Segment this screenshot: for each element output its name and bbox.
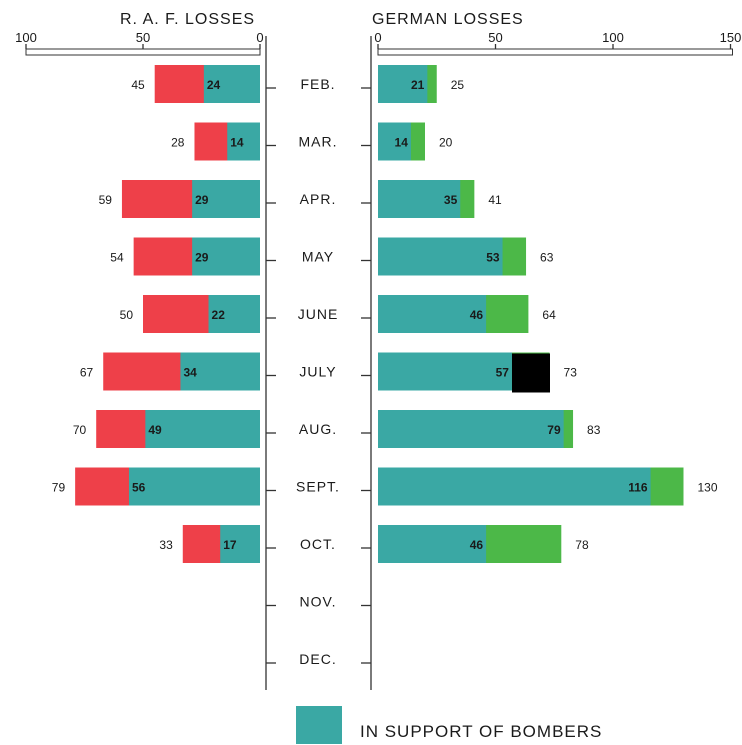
month-label: OCT. [300,536,336,552]
german-support-label: 46 [470,308,484,322]
right-tick-label: 100 [602,30,624,45]
german-support-label: 46 [470,538,484,552]
right-tick-label: 0 [374,30,381,45]
month-label: MAR. [299,134,338,150]
month-label: JUNE [298,306,339,322]
german-support-bar [378,180,461,218]
month-label: AUG. [299,421,337,437]
raf-support-label: 29 [195,251,209,265]
raf-support-bar [192,237,260,276]
raf-total-label: 33 [159,538,173,552]
raf-support-bar [145,410,260,448]
german-support-label: 14 [395,136,409,150]
raf-support-label: 14 [230,136,244,150]
raf-support-label: 56 [132,481,146,495]
raf-total-label: 59 [99,193,113,207]
raf-total-label: 28 [171,136,185,150]
right-panel-title: GERMAN LOSSES [372,11,524,28]
raf-support-label: 24 [207,78,221,92]
raf-support-bar [208,295,260,333]
german-support-label: 35 [444,193,458,207]
month-label: FEB. [300,76,335,92]
raf-total-label: 50 [120,308,134,322]
german-total-label: 64 [542,308,556,322]
raf-support-bar [220,525,260,563]
german-support-bar [378,65,428,103]
month-label: SEPT. [296,479,340,495]
german-support-label: 116 [628,481,648,495]
raf-total-label: 67 [80,366,94,380]
month-label: NOV. [300,594,337,610]
raf-support-bar [128,467,260,506]
left-tick-label: 100 [15,30,37,45]
center-axes [265,36,372,690]
raf-total-label: 79 [52,481,66,495]
german-total-label: 78 [575,538,589,552]
right-axis-ruler: 0 50 100 150 [374,30,742,56]
month-label: DEC. [299,651,336,667]
raf-total-label: 45 [131,78,145,92]
left-tick-label: 50 [136,30,150,45]
raf-total-label: 70 [73,423,87,437]
month-label: MAY [302,249,334,265]
german-support-bar [378,525,487,563]
right-tick-label: 50 [488,30,502,45]
raf-support-label: 22 [212,308,226,322]
german-total-label: 83 [587,423,601,437]
german-support-bar [378,352,512,391]
raf-support-label: 49 [148,423,162,437]
raf-support-bar [180,352,260,391]
legend-swatch [296,706,342,744]
german-support-bar [378,410,564,448]
german-total-label: 20 [439,136,453,150]
redaction-box [512,353,550,393]
german-total-label: 130 [698,481,718,495]
month-label: APR. [300,191,337,207]
right-ruler-bar [377,48,733,56]
left-tick-label: 0 [256,30,263,45]
legend-label: IN SUPPORT OF BOMBERS [360,722,602,741]
raf-support-label: 34 [183,366,197,380]
left-ruler-bar [25,48,261,56]
legend: IN SUPPORT OF BOMBERS [296,706,602,744]
german-support-bar [378,122,411,161]
german-total-label: 25 [451,78,465,92]
german-support-bar [378,237,503,276]
raf-support-bar [227,122,260,161]
left-axis-ruler: 100 50 0 [15,30,264,56]
german-total-label: 41 [488,193,502,207]
raf-support-bar [192,180,260,218]
bars-layer [75,65,684,563]
german-support-bar [378,467,651,506]
raf-support-label: 17 [223,538,237,552]
left-panel-title: R. A. F. LOSSES [120,11,255,28]
german-support-label: 53 [486,251,500,265]
german-support-bar [378,295,487,333]
labels-layer: FEB. 45 24 25 21 MAR. 28 14 20 14 APR. 59 29 41 35 MAY 5… [52,76,718,667]
raf-support-label: 29 [195,193,209,207]
month-label: JULY [299,364,336,380]
german-support-label: 79 [547,423,561,437]
german-support-label: 21 [411,78,425,92]
raf-support-bar [203,65,260,103]
right-tick-label: 150 [720,30,742,45]
raf-total-label: 54 [110,251,124,265]
german-support-label: 57 [496,366,510,380]
german-total-label: 73 [564,366,578,380]
german-total-label: 63 [540,251,554,265]
